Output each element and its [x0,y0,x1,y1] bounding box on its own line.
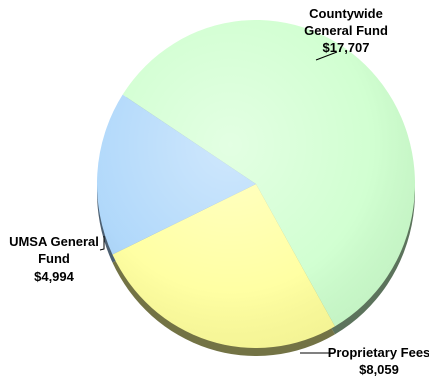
leader-line-umsa [99,236,105,251]
slice-label-countywide-line1: Countywide [309,6,383,21]
leader-line-countywide [315,51,338,61]
slice-value-proprietary: $8,059 [359,362,399,377]
slice-label-umsa-line2: Fund [38,251,70,266]
slice-label-countywide-line2: General Fund [304,23,388,38]
label-countywide: Countywide General Fund $17,707 [304,6,388,61]
label-umsa: UMSA General Fund $4,994 [9,234,105,284]
slice-label-umsa-line1: UMSA General [9,234,99,249]
label-proprietary: Proprietary Fees $8,059 [300,345,429,377]
slice-label-proprietary: Proprietary Fees [328,345,429,360]
slice-value-umsa: $4,994 [34,269,75,284]
pie-shine [97,20,415,348]
slice-value-countywide: $17,707 [323,40,370,55]
